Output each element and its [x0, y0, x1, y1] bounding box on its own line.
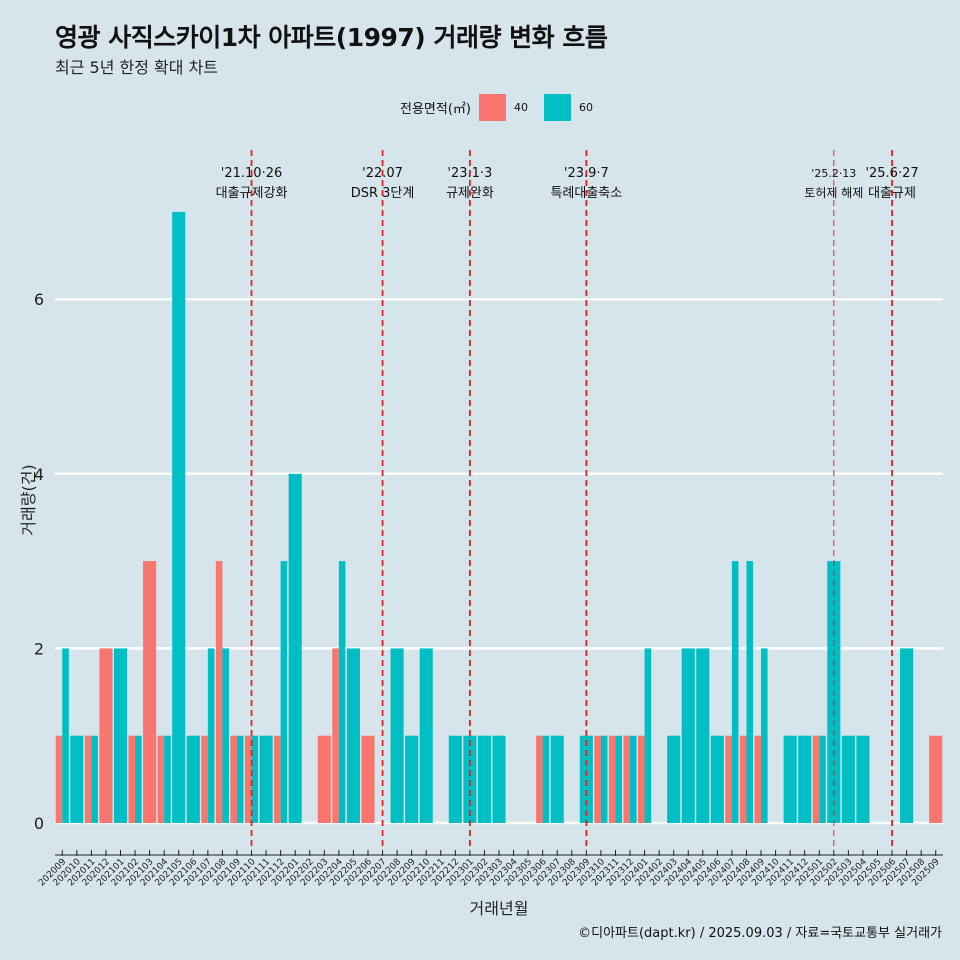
bar-40-202312: [623, 735, 631, 823]
bar-60-202312: [630, 735, 637, 823]
event-date-label: '25.6·27: [865, 166, 918, 181]
event-date-label: '22.07: [362, 166, 403, 181]
bar-40-202103: [143, 561, 157, 823]
bar-60-202009: [62, 648, 69, 823]
bar-60-202111: [259, 735, 273, 823]
bar-60-202201: [288, 473, 302, 823]
bar-60-202403: [667, 735, 681, 823]
bar-60-202503: [841, 735, 855, 823]
bar-60-202307: [550, 735, 564, 823]
y-axis-title: 거래량(건): [19, 464, 38, 535]
bar-40-202407: [725, 735, 732, 823]
event-date-label: '23.1·3: [447, 166, 492, 181]
legend-title: 전용면적(㎡): [400, 101, 471, 117]
source-caption: ©디아파트(dapt.kr) / 2025.09.03 / 자료=국토교통부 실…: [578, 926, 942, 941]
bar-60-202212: [448, 735, 462, 823]
y-tick-label: 2: [34, 639, 44, 658]
bar-60-202011: [91, 735, 98, 823]
bar-40-202204: [332, 648, 339, 823]
bar-40-202501: [812, 735, 820, 823]
bar-40-202310: [594, 735, 601, 823]
bar-60-202411: [783, 735, 797, 823]
bar-60-202309: [579, 735, 593, 823]
chart-subtitle: 최근 5년 한정 확대 차트: [55, 58, 219, 77]
bar-60-202507: [900, 648, 914, 823]
bar-60-202107: [207, 648, 215, 823]
bar-40-202012: [99, 648, 113, 823]
bar-40-202311: [608, 735, 616, 823]
bar-60-202401: [644, 648, 652, 823]
bar-40-202112: [274, 735, 281, 823]
bar-60-202102: [135, 735, 142, 823]
legend-key-60: [543, 93, 571, 121]
event-date-label: '23.9·7: [564, 166, 609, 181]
bar-40-202409: [754, 735, 762, 823]
bar-60-202104: [164, 735, 171, 823]
bar-60-202408: [746, 561, 754, 823]
bar-40-202011: [84, 735, 92, 823]
event-date-label: '25.2·13: [811, 167, 856, 180]
bar-60-202010: [70, 735, 84, 823]
event-label: 대출규제: [868, 186, 916, 201]
event-label: DSR 3단계: [351, 186, 415, 201]
bar-40-202203: [317, 735, 331, 823]
legend-label-40: 40: [513, 100, 528, 114]
bar-40-202401: [638, 735, 645, 823]
event-label: 규제완화: [446, 186, 494, 201]
x-axis-title: 거래년월: [470, 899, 529, 918]
event-label: 특례대출축소: [550, 186, 622, 201]
bar-60-202108: [222, 648, 229, 823]
bar-60-202205: [346, 648, 360, 823]
bar-40-202110: [244, 735, 252, 823]
bar-40-202109: [230, 735, 237, 823]
legend-label-60: 60: [578, 100, 593, 114]
bar-60-202105: [172, 211, 186, 823]
bar-60-202301: [463, 735, 477, 823]
bar-40-202104: [157, 735, 165, 823]
bar-40-202108: [215, 561, 223, 823]
bar-60-202101: [113, 648, 128, 823]
bar-60-202311: [615, 735, 623, 823]
legend-key-40: [478, 93, 506, 121]
bar-60-202303: [492, 735, 506, 823]
bar-40-202408: [739, 735, 747, 823]
bar-60-202109: [236, 735, 244, 823]
legend: 전용면적(㎡) 40 60: [400, 93, 609, 121]
bar-40-202206: [361, 735, 375, 823]
bar-60-202409: [761, 648, 768, 823]
bar-60-202504: [856, 735, 870, 823]
bar-40-202306: [536, 735, 543, 823]
bar-60-202306: [542, 735, 550, 823]
bar-40-202009: [55, 735, 63, 823]
chart-title: 영광 사직스카이1차 아파트(1997) 거래량 변화 흐름: [55, 23, 608, 52]
bar-60-202209: [405, 735, 419, 823]
bar-60-202407: [731, 561, 739, 823]
bar-60-202310: [600, 735, 608, 823]
y-tick-label: 0: [34, 814, 44, 833]
event-label: 토허제 해제: [804, 186, 863, 200]
y-tick-label: 4: [34, 465, 44, 484]
event-date-label: '21.10·26: [221, 166, 282, 181]
bar-60-202302: [477, 735, 491, 823]
event-label: 대출규제강화: [216, 186, 288, 201]
bar-60-202412: [798, 735, 812, 823]
bar-60-202405: [696, 648, 710, 823]
y-tick-label: 6: [34, 290, 44, 309]
bar-40-202107: [201, 735, 208, 823]
bar-60-202112: [280, 561, 288, 823]
bar-60-202106: [186, 735, 200, 823]
bar-60-202110: [251, 735, 259, 823]
bar-60-202208: [390, 648, 404, 823]
bar-40-202509: [929, 735, 943, 823]
bar-60-202404: [681, 648, 695, 823]
bar-60-202501: [819, 735, 826, 823]
bar-60-202406: [710, 735, 724, 823]
bar-60-202204: [338, 561, 346, 823]
bar-40-202102: [128, 735, 136, 823]
bar-60-202210: [419, 648, 433, 823]
